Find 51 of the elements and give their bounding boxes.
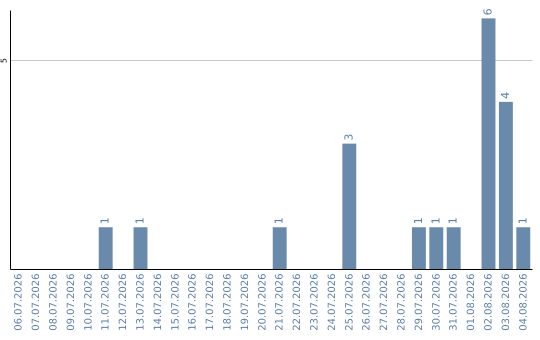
x-tick-label: 06.07.2026 [14, 274, 25, 331]
data-label: 1 [429, 217, 442, 224]
x-tick-label: 15.07.2026 [170, 274, 182, 331]
x-tick-label: 20.07.2026 [257, 274, 268, 331]
x-tick-label: 24.07.2026 [326, 274, 338, 331]
bar [516, 227, 530, 269]
y-tick-label: 5 [0, 58, 8, 64]
data-label: 1 [98, 217, 112, 224]
data-label: 1 [134, 217, 146, 224]
x-tick-label: 19.07.2026 [240, 274, 251, 331]
x-tick-label: 16.07.2026 [188, 274, 199, 331]
x-tick-label: 22.07.2026 [292, 274, 304, 331]
x-tick-label: 03.08.2026 [500, 274, 512, 331]
bar [98, 227, 113, 269]
bar [412, 227, 426, 269]
x-tick-label: 17.07.2026 [205, 274, 216, 331]
data-label: 1 [516, 217, 530, 224]
x-tick-label: 01.08.2026 [466, 274, 478, 331]
data-label: 3 [342, 134, 356, 141]
x-tick-label: 26.07.2026 [362, 274, 373, 331]
x-tick-label: 08.07.2026 [48, 274, 60, 331]
x-tick-label: 12.07.2026 [118, 274, 130, 331]
x-tick-label: 21.07.2026 [274, 274, 286, 331]
data-label: 4 [498, 92, 512, 99]
data-label: 1 [412, 217, 425, 224]
bar [272, 227, 287, 269]
bar [429, 227, 444, 269]
bar [342, 144, 356, 269]
x-tick-label: 18.07.2026 [222, 274, 234, 331]
bar [482, 18, 496, 269]
x-tick-label: 07.07.2026 [31, 274, 42, 331]
bar [498, 102, 513, 269]
x-tick-label: 31.07.2026 [448, 274, 460, 331]
bar [446, 227, 461, 269]
x-tick-label: 02.08.2026 [484, 274, 494, 331]
x-tick-label: 23.07.2026 [310, 274, 320, 331]
x-tick-label: 14.07.2026 [152, 274, 164, 331]
data-label: 1 [272, 217, 286, 224]
data-label: 1 [446, 217, 460, 224]
x-tick-label: 29.07.2026 [414, 274, 425, 331]
x-tick-label: 10.07.2026 [83, 274, 94, 331]
x-tick-label: 28.07.2026 [396, 274, 408, 331]
bar [134, 227, 148, 269]
x-tick-label: 27.07.2026 [379, 274, 390, 331]
x-tick-label: 09.07.2026 [66, 274, 77, 331]
x-tick-label: 11.07.2026 [100, 274, 112, 331]
x-tick-label: 04.08.2026 [518, 274, 530, 331]
x-tick-label: 25.07.2026 [344, 274, 356, 331]
x-tick-label: 30.07.2026 [431, 274, 442, 331]
data-label: 6 [482, 8, 494, 16]
x-tick-label: 13.07.2026 [136, 274, 146, 331]
